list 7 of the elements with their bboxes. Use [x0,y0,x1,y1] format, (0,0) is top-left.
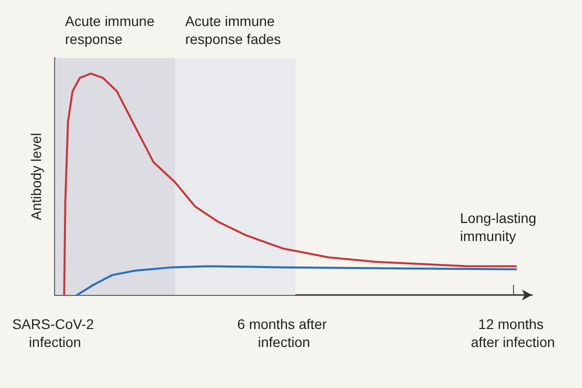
y-axis-title: Antibody level [28,132,44,220]
x-tick-label: SARS-CoV-2 infection [12,316,98,350]
x-tick-label: 12 months after infection [470,316,555,350]
annotation: Long-lasting immunity [460,210,540,244]
x-tick-label: 6 months after infection [237,316,331,350]
band-label: Acute immune response fades [185,13,281,47]
band-label: Acute immune response [65,13,158,47]
